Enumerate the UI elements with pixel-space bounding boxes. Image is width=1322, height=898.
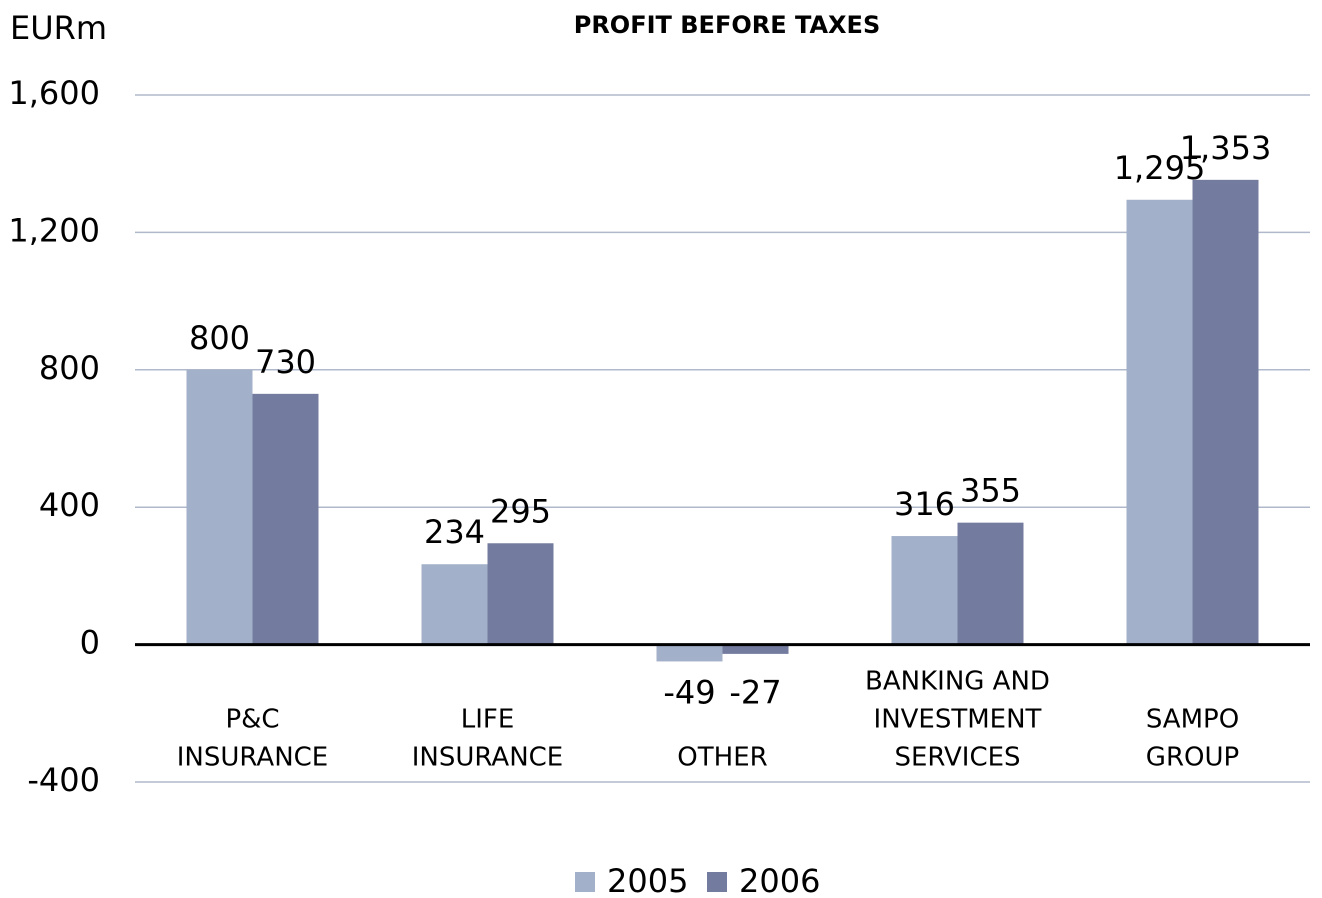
y-tick-label: 800 (39, 349, 100, 387)
data-label: -49 (663, 674, 715, 712)
x-tick-label: INSURANCE (412, 743, 563, 773)
data-label: 1,353 (1180, 129, 1272, 167)
data-label: 316 (894, 485, 955, 523)
data-label: 355 (960, 472, 1021, 510)
x-tick-label: SAMPO (1146, 705, 1239, 735)
x-tick-label: INVESTMENT (874, 705, 1042, 735)
legend-swatch (707, 872, 727, 892)
data-label: 295 (490, 492, 551, 530)
x-tick-label: GROUP (1146, 743, 1239, 773)
bar (421, 564, 488, 645)
bar (656, 644, 723, 662)
x-tick-label: P&C (225, 705, 279, 735)
bar (891, 536, 958, 645)
bar (1192, 179, 1259, 645)
x-tick-label: SERVICES (894, 743, 1020, 773)
data-label: -27 (729, 674, 781, 712)
bar (1126, 199, 1193, 645)
legend-label: 2005 (607, 862, 688, 898)
x-tick-label: INSURANCE (177, 743, 328, 773)
y-tick-label: 1,200 (8, 211, 100, 249)
bar (252, 393, 319, 645)
bar (186, 369, 253, 645)
y-tick-label: 1,600 (8, 74, 100, 112)
x-tick-label: LIFE (461, 705, 515, 735)
legend-swatch (575, 872, 595, 892)
chart-title: PROFIT BEFORE TAXES (574, 11, 881, 39)
y-tick-label: -400 (27, 761, 100, 799)
y-tick-label: 400 (39, 486, 100, 524)
data-label: 234 (424, 513, 485, 551)
bar (487, 543, 554, 645)
y-tick-label: 0 (80, 624, 100, 662)
y-axis-label: EURm (10, 9, 107, 47)
data-label: 800 (189, 319, 250, 357)
data-label: 730 (255, 343, 316, 381)
x-tick-label: BANKING AND (865, 667, 1050, 697)
data-label: 1,295 (1114, 149, 1206, 187)
bar (722, 644, 789, 654)
bar (957, 522, 1024, 645)
legend-label: 2006 (739, 862, 820, 898)
x-tick-label: OTHER (677, 743, 767, 773)
